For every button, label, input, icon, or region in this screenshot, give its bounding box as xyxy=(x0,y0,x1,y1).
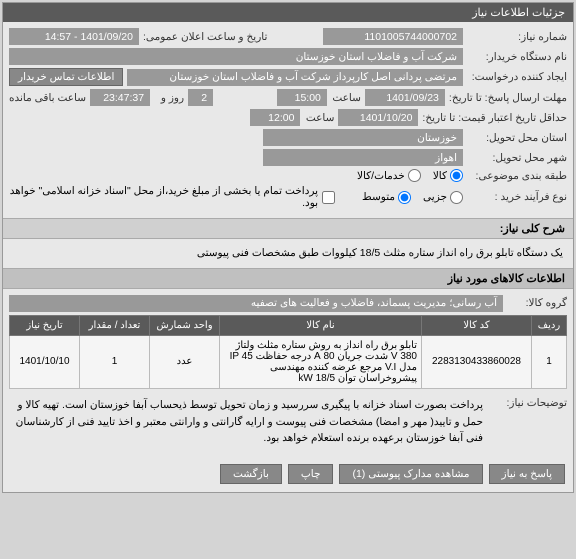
days-left: 2 xyxy=(188,89,213,106)
td-name: تابلو برق راه انداز به روش ستاره مثلث ول… xyxy=(220,335,422,388)
radio-small[interactable]: جزیی xyxy=(423,191,463,204)
radio-service-input[interactable] xyxy=(408,169,421,182)
treasury-checkbox[interactable] xyxy=(322,191,335,204)
th-name: نام کالا xyxy=(220,315,422,335)
process-label: نوع فرآیند خرید : xyxy=(467,191,567,203)
province-value: خوزستان xyxy=(263,129,463,146)
city-label: شهر محل تحویل: xyxy=(467,152,567,164)
th-row: ردیف xyxy=(532,315,567,335)
city-value: اهواز xyxy=(263,149,463,166)
announce-value: 1401/09/20 - 14:57 xyxy=(9,28,139,45)
buyer-value: شرکت آب و فاضلاب استان خوزستان xyxy=(9,48,463,65)
need-no-label: شماره نیاز: xyxy=(467,31,567,43)
radio-kala-input[interactable] xyxy=(450,169,463,182)
td-idx: 1 xyxy=(532,335,567,388)
deadline-time: 15:00 xyxy=(277,89,327,106)
validity-date: 1401/10/20 xyxy=(338,109,418,126)
attachments-button[interactable]: مشاهده مدارک پیوستی (1) xyxy=(339,464,482,484)
radio-medium[interactable]: متوسط xyxy=(362,191,411,204)
announce-label: تاریخ و ساعت اعلان عمومی: xyxy=(143,31,267,43)
td-qty: 1 xyxy=(80,335,150,388)
panel-title: جزئیات اطلاعات نیاز xyxy=(3,3,573,22)
time-label-2: ساعت xyxy=(304,112,334,124)
radio-small-label: جزیی xyxy=(423,191,447,203)
day-label: روز و xyxy=(154,92,184,104)
treasury-text: پرداخت تمام یا بخشی از مبلغ خرید،از محل … xyxy=(9,185,318,209)
radio-kala[interactable]: کالا xyxy=(433,169,463,182)
desc-text: یک دستگاه تابلو برق راه انداز ستاره مثلث… xyxy=(3,239,573,268)
th-date: تاریخ نیاز xyxy=(10,315,80,335)
deadline-label: مهلت ارسال پاسخ: تا تاریخ: xyxy=(449,92,567,104)
th-code: کد کالا xyxy=(422,315,532,335)
remaining-time: 23:47:37 xyxy=(90,89,150,106)
need-no-value: 1101005744000702 xyxy=(323,28,463,45)
group-label: گروه کالا: xyxy=(507,297,567,309)
desc-title: شرح کلی نیاز: xyxy=(3,218,573,239)
buyer-label: نام دستگاه خریدار: xyxy=(467,51,567,63)
td-code: 2283130433860028 xyxy=(422,335,532,388)
group-value: آب رسانی؛ مدیریت پسماند، فاضلاب و فعالیت… xyxy=(9,295,503,312)
creator-label: ایجاد کننده درخواست: xyxy=(467,71,567,83)
td-unit: عدد xyxy=(150,335,220,388)
back-button[interactable]: بازگشت xyxy=(220,464,282,484)
creator-value: مرتضی پردانی اصل کارپرداز شرکت آب و فاضل… xyxy=(127,69,463,86)
th-qty: تعداد / مقدار xyxy=(80,315,150,335)
validity-label: حداقل تاریخ اعتبار قیمت: تا تاریخ: xyxy=(422,112,567,124)
radio-service-label: خدمات/کالا xyxy=(357,170,405,182)
notes-label: توضیحات نیاز: xyxy=(487,397,567,409)
contact-buyer-button[interactable]: اطلاعات تماس خریدار xyxy=(9,68,123,86)
radio-medium-label: متوسط xyxy=(362,191,395,203)
notes-text: پرداخت بصورت اسناد خزانه با پیگیری سررسی… xyxy=(9,397,483,447)
remaining-label: ساعت باقی مانده xyxy=(9,92,86,104)
validity-time: 12:00 xyxy=(250,109,300,126)
time-label-1: ساعت xyxy=(331,92,361,104)
radio-medium-input[interactable] xyxy=(398,191,411,204)
deadline-date: 1401/09/23 xyxy=(365,89,445,106)
print-button[interactable]: چاپ xyxy=(288,464,334,484)
respond-button[interactable]: پاسخ به نیاز xyxy=(489,464,565,484)
topic-label: طبقه بندی موضوعی: xyxy=(467,170,567,182)
radio-service[interactable]: خدمات/کالا xyxy=(357,169,421,182)
radio-small-input[interactable] xyxy=(450,191,463,204)
radio-kala-label: کالا xyxy=(433,170,447,182)
breadcrumb: اطلاعات کالاهای مورد نیاز xyxy=(3,268,573,289)
items-table: ردیف کد کالا نام کالا واحد شمارش تعداد /… xyxy=(9,315,567,389)
th-unit: واحد شمارش xyxy=(150,315,220,335)
td-date: 1401/10/10 xyxy=(10,335,80,388)
table-row: 1 2283130433860028 تابلو برق راه انداز ب… xyxy=(10,335,567,388)
province-label: استان محل تحویل: xyxy=(467,132,567,144)
